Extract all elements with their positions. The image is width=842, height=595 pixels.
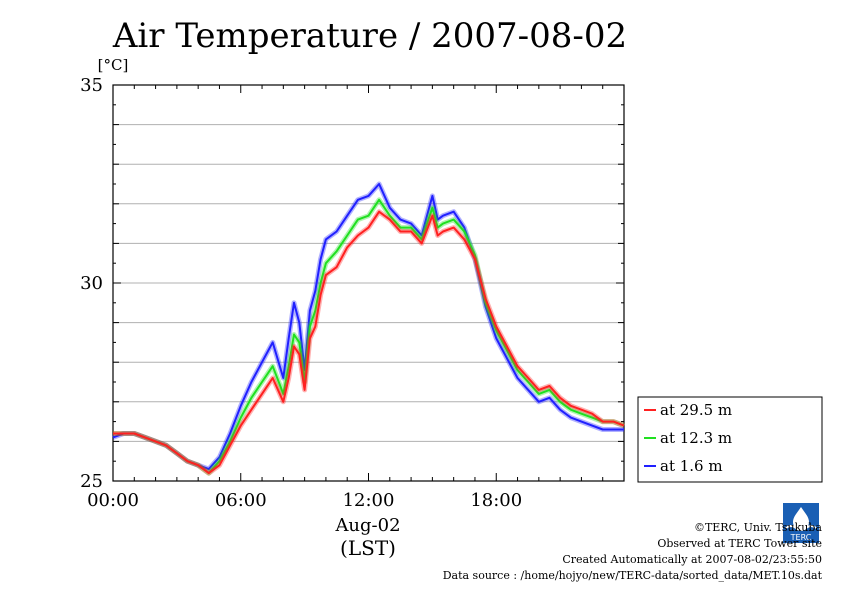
- x-axis-timezone: (LST): [340, 536, 396, 560]
- logo-text: TERC: [790, 533, 812, 542]
- legend-label: at 1.6 m: [660, 457, 723, 475]
- y-tick-label: 35: [80, 75, 103, 96]
- x-tick-label: 06:00: [215, 490, 267, 511]
- footer-source: Data source : /home/hojyo/new/TERC-data/…: [442, 569, 822, 582]
- series-line-at-29-5-m: [113, 210, 625, 475]
- footer: ©TERC, Univ. Tsukuba Observed at TERC To…: [443, 520, 822, 584]
- legend-label: at 12.3 m: [660, 429, 732, 447]
- logo-wave: [785, 525, 817, 531]
- x-tick-labels: 00:00 06:00 12:00 18:00: [87, 490, 522, 511]
- x-tick-label: 00:00: [87, 490, 139, 511]
- series-line-at-1-6-m: [112, 183, 624, 471]
- footer-created: Created Automatically at 2007-08-02/23:5…: [562, 553, 822, 566]
- series-lines: [112, 181, 625, 476]
- gridlines: [113, 124, 624, 442]
- chart-title: Air Temperature / 2007-08-02: [112, 16, 627, 56]
- footer-site: Observed at TERC Tower site: [657, 537, 822, 550]
- legend-label: at 29.5 m: [660, 401, 732, 419]
- y-tick-label: 25: [80, 471, 103, 492]
- series-line-at-29-5-m-halo: [113, 209, 625, 476]
- axis-ticks: [112, 84, 625, 482]
- x-tick-label: 18:00: [470, 490, 522, 511]
- legend: at 29.5 m at 12.3 m at 1.6 m: [637, 396, 823, 483]
- y-tick-label: 30: [80, 273, 103, 294]
- y-tick-labels: 25 30 35: [80, 75, 103, 492]
- logo-drop: [793, 507, 809, 530]
- y-axis-unit: [°C]: [98, 56, 129, 74]
- series-line-at-12-3-m-halo: [113, 197, 625, 476]
- legend-box: [637, 396, 823, 483]
- x-axis-date: Aug-02: [334, 515, 400, 536]
- footer-copyright: ©TERC, Univ. Tsukuba: [693, 521, 822, 534]
- series-line-at-12-3-m: [113, 198, 625, 475]
- x-tick-label: 12:00: [343, 490, 395, 511]
- terc-logo: TERC: [783, 503, 819, 543]
